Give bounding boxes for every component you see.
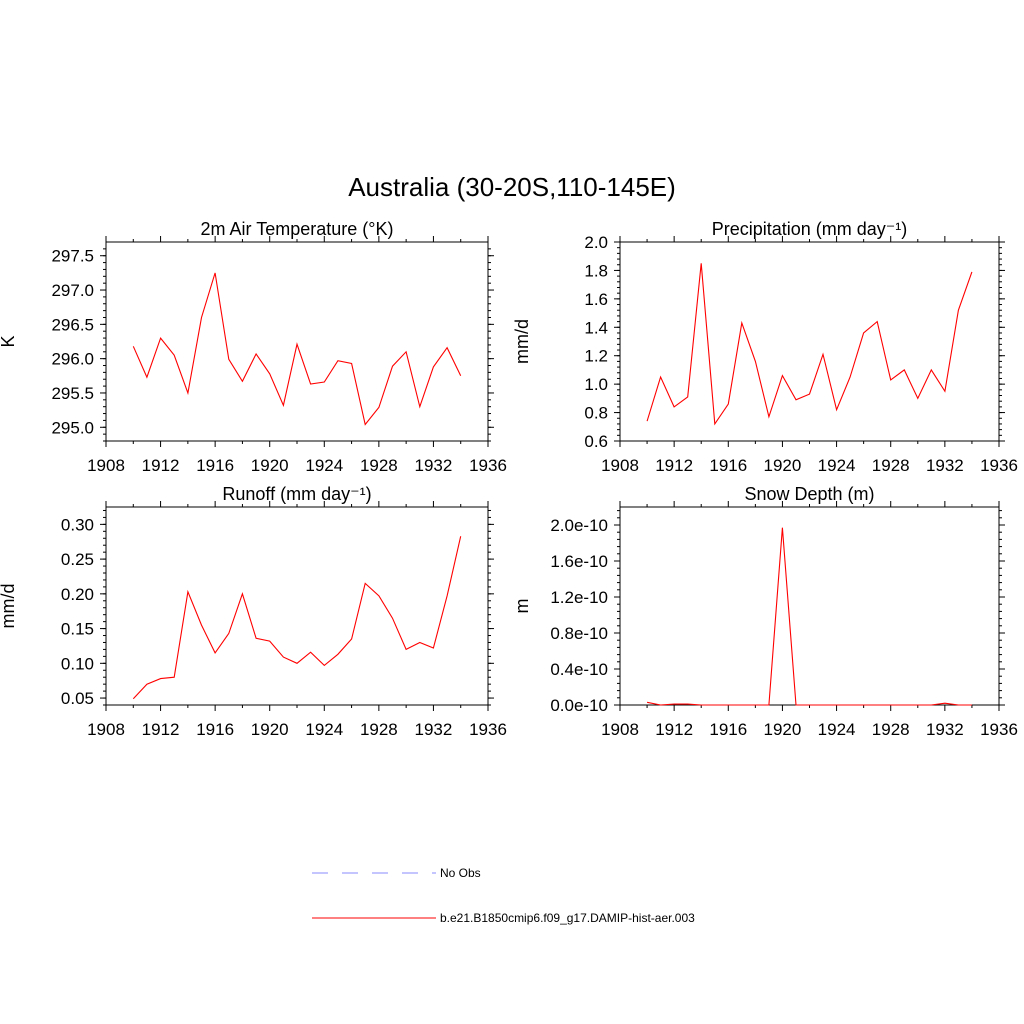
panel-precipitation: Precipitation (mm day⁻¹) mm/d 1908 1912 1916… [512, 219, 1018, 475]
plot-frame [105, 506, 489, 706]
x-tick-label: 1920 [764, 720, 802, 739]
y-tick-label: 295.5 [51, 384, 94, 403]
x-tick-label: 1936 [469, 720, 507, 739]
panel-runoff: Runoff (mm day⁻¹) mm/d 1908 1912 1916 1920 192… [0, 484, 507, 739]
y-tick-label: 297.0 [51, 281, 94, 300]
y-tick-label: 1.4 [584, 318, 608, 337]
x-tick-label: 1908 [601, 456, 639, 475]
y-axis-label: K [0, 335, 18, 347]
x-tick-label: 1908 [601, 720, 639, 739]
legend-label-model: b.e21.B1850cmip6.f09_g17.DAMIP-hist-aer.… [440, 911, 695, 925]
x-tick-label: 1908 [87, 720, 125, 739]
x-tick-label: 1920 [251, 456, 289, 475]
y-tick-label: 296.5 [51, 315, 94, 334]
plot-frame [619, 241, 1000, 442]
panel-title: Runoff (mm day⁻¹) [222, 484, 371, 504]
x-tick-label: 1908 [87, 456, 125, 475]
series-line-precipitation [646, 263, 973, 426]
panel-title: Precipitation (mm day⁻¹) [712, 219, 908, 239]
x-tick-label: 1928 [360, 720, 398, 739]
series-line-snow-depth [646, 527, 972, 706]
x-tick-label: 1916 [709, 720, 747, 739]
x-tick-label: 1924 [305, 456, 343, 475]
x-tick-label: 1912 [142, 456, 180, 475]
x-tick-label: 1924 [305, 720, 343, 739]
x-tick-label: 1916 [709, 456, 747, 475]
x-tick-label: 1924 [818, 720, 856, 739]
panel-title: Snow Depth (m) [744, 484, 874, 504]
x-tick-label: 1932 [926, 456, 964, 475]
y-tick-label: 0.30 [61, 515, 94, 534]
x-tick-label: 1928 [872, 720, 910, 739]
x-tick-label: 1928 [872, 456, 910, 475]
x-tick-label: 1932 [415, 720, 453, 739]
y-tick-label: 1.2e-10 [550, 588, 608, 607]
y-tick-label: 1.8 [584, 261, 608, 280]
legend-label-no-obs: No Obs [440, 866, 481, 880]
x-tick-label: 1920 [251, 720, 289, 739]
y-axis-label: mm/d [0, 584, 18, 629]
y-tick-label: 0.10 [61, 654, 94, 673]
y-tick-label: 0.05 [61, 689, 94, 708]
x-tick-label: 1928 [360, 456, 398, 475]
y-tick-label: 0.8 [584, 404, 608, 423]
x-tick-label: 1936 [469, 456, 507, 475]
x-tick-label: 1932 [415, 456, 453, 475]
legend: No Obs b.e21.B1850cmip6.f09_g17.DAMIP-hi… [312, 866, 695, 925]
panel-title: 2m Air Temperature (°K) [201, 219, 394, 239]
y-tick-label: 1.6e-10 [550, 552, 608, 571]
y-tick-label: 1.2 [584, 347, 608, 366]
x-tick-label: 1912 [142, 720, 180, 739]
x-tick-label: 1920 [764, 456, 802, 475]
y-tick-label: 297.5 [51, 247, 94, 266]
y-tick-label: 0.25 [61, 550, 94, 569]
panels: 2m Air Temperature (°K) K 1908 1912 1916 1920… [0, 219, 1018, 739]
x-tick-label: 1916 [196, 720, 234, 739]
panel-air-temperature: 2m Air Temperature (°K) K 1908 1912 1916 1920… [0, 219, 507, 475]
y-tick-label: 295.0 [51, 418, 94, 437]
x-tick-label: 1936 [980, 720, 1018, 739]
x-tick-label: 1936 [980, 456, 1018, 475]
series-line-air-temperature [132, 272, 462, 426]
plot-frame [619, 506, 1000, 706]
y-tick-label: 296.0 [51, 350, 94, 369]
panel-snow-depth: Snow Depth (m) m 1908 1912 1916 1920 1924 1928 1… [512, 484, 1018, 739]
y-tick-label: 0.15 [61, 620, 94, 639]
y-tick-label: 2.0 [584, 233, 608, 252]
x-tick-label: 1932 [926, 720, 964, 739]
x-tick-label: 1916 [196, 456, 234, 475]
series-line-runoff [132, 536, 462, 700]
y-axis-label: mm/d [512, 319, 532, 364]
y-tick-label: 0.4e-10 [550, 660, 608, 679]
y-tick-label: 0.8e-10 [550, 624, 608, 643]
y-tick-label: 0.6 [584, 432, 608, 451]
x-tick-label: 1912 [655, 720, 693, 739]
x-tick-label: 1912 [655, 456, 693, 475]
y-tick-label: 0.0e-10 [550, 696, 608, 715]
y-tick-label: 1.6 [584, 290, 608, 309]
figure-title: Australia (30-20S,110-145E) [348, 172, 676, 202]
y-tick-label: 1.0 [584, 375, 608, 394]
y-tick-label: 2.0e-10 [550, 516, 608, 535]
y-axis-label: m [512, 599, 532, 614]
x-tick-label: 1924 [818, 456, 856, 475]
y-tick-label: 0.20 [61, 585, 94, 604]
